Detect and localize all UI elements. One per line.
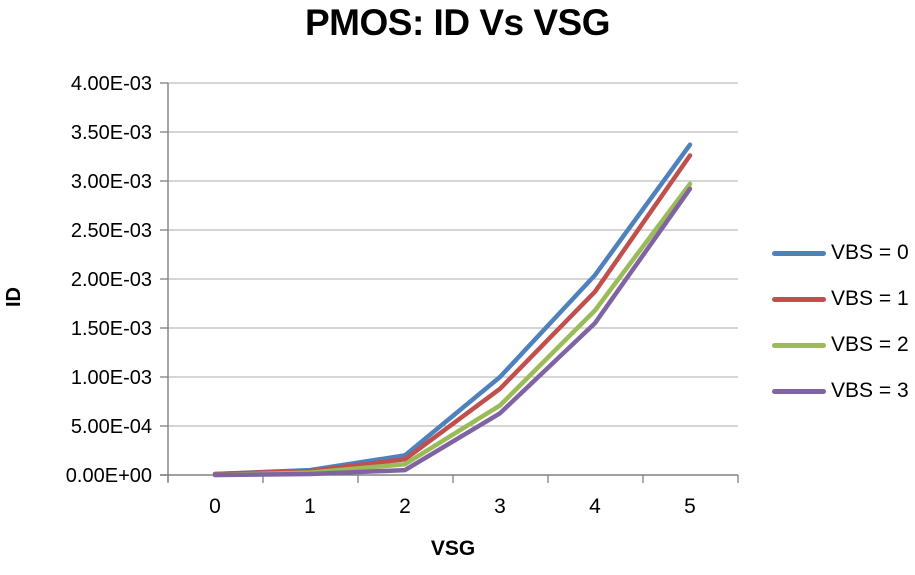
x-tick-label: 1 <box>304 495 316 518</box>
y-tick-label: 0.00E+00 <box>66 465 152 487</box>
y-tick-label: 2.00E-03 <box>71 269 152 291</box>
legend-label-vbs-3: VBS = 3 <box>831 379 909 402</box>
chart-title: PMOS: ID Vs VSG <box>304 2 611 43</box>
series-line-vbs-2 <box>212 181 693 478</box>
series-line-vbs-3 <box>212 186 693 478</box>
y-tick-label: 2.50E-03 <box>71 220 152 242</box>
y-tick-label: 4.00E-03 <box>71 73 152 95</box>
x-tick-label: 2 <box>399 495 411 518</box>
x-tick-label: 4 <box>589 495 601 518</box>
legend-swatch-vbs-1 <box>772 296 826 302</box>
legend-swatch-vbs-3 <box>772 388 826 394</box>
legend-entry-vbs-2: VBS = 2 <box>772 322 915 368</box>
y-axis-title: ID <box>3 287 25 307</box>
legend-label-vbs-0: VBS = 0 <box>831 241 909 264</box>
y-tick-label: 3.00E-03 <box>71 171 152 193</box>
y-tick-label: 1.00E-03 <box>71 367 152 389</box>
legend-entry-vbs-0: VBS = 0 <box>772 230 915 276</box>
legend-swatch-vbs-2 <box>772 342 826 348</box>
y-tick-label: 1.50E-03 <box>71 318 152 340</box>
legend-label-vbs-2: VBS = 2 <box>831 333 909 356</box>
legend-swatch-vbs-0 <box>772 250 826 256</box>
x-tick-label: 5 <box>684 495 696 518</box>
y-tick-label: 5.00E-04 <box>71 416 152 438</box>
legend-entry-vbs-1: VBS = 1 <box>772 276 915 322</box>
x-tick-label: 0 <box>209 495 221 518</box>
legend-entry-vbs-3: VBS = 3 <box>772 368 915 414</box>
x-axis-title: VSG <box>430 537 476 560</box>
y-tick-label: 3.50E-03 <box>71 122 152 144</box>
legend-label-vbs-1: VBS = 1 <box>831 287 909 310</box>
legend: VBS = 0 VBS = 1 VBS = 2 VBS = 3 <box>772 230 915 414</box>
x-tick-label: 3 <box>494 495 506 518</box>
